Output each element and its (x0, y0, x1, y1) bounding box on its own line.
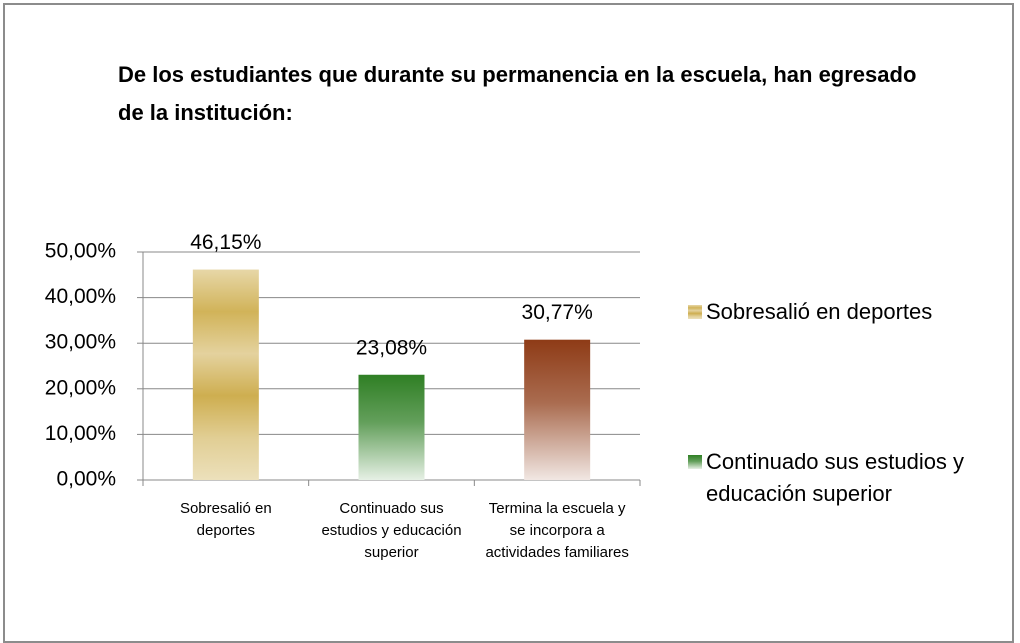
legend-swatch (688, 455, 702, 469)
y-tick-label: 0,00% (56, 468, 116, 491)
bar (524, 339, 591, 480)
data-label: 23,08% (356, 336, 427, 359)
bar (358, 374, 425, 480)
y-tick-label: 10,00% (45, 422, 116, 445)
legend-label: Continuado sus estudios y educación supe… (706, 449, 965, 506)
y-tick-label: 50,00% (45, 240, 116, 263)
data-label: 30,77% (522, 301, 593, 324)
y-tick-label: 20,00% (45, 376, 116, 399)
y-tick-label: 30,00% (45, 331, 116, 354)
chart-area: De los estudiantes que durante su perman… (3, 3, 1014, 643)
x-tick-label: Terminа la escuela y se incorpora a acti… (485, 500, 629, 561)
legend-swatch (688, 305, 702, 319)
plot: 0,00% 10,00% 20,00% 30,00% 40,00% 50,00% 46,15… (45, 231, 702, 491)
x-tick-label: Continuado sus estudios y educación supe… (321, 500, 462, 561)
y-tick-label: 40,00% (45, 285, 116, 308)
data-label: 46,15% (190, 231, 261, 254)
chart-title: De los estudiantes que durante su perman… (118, 62, 917, 125)
bar (192, 269, 259, 480)
legend-label: Sobresalió en deportes (706, 299, 933, 324)
x-tick-label: Sobresalió en deportes (179, 500, 272, 539)
